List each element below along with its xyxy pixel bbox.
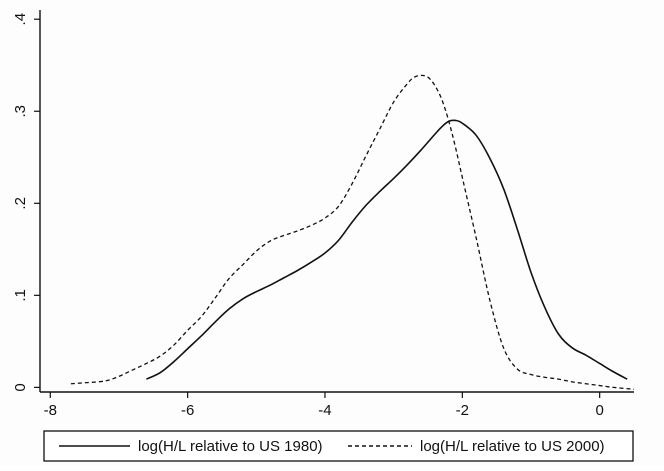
series-line-us-2000 <box>70 74 635 390</box>
legend-label-us-1980: log(H/L relative to US 1980) <box>138 438 323 455</box>
legend-label-us-2000: log(H/L relative to US 2000) <box>420 438 605 455</box>
y-axis-ticks: 0 .1 .2 .3 .4 <box>12 13 40 392</box>
series-line-us-1980 <box>146 119 628 380</box>
x-axis-ticks: -8 -6 -4 -2 0 <box>44 392 604 419</box>
legend: log(H/L relative to US 1980) log(H/L rel… <box>43 430 634 462</box>
series-lines <box>70 74 635 390</box>
x-tick-label: 0 <box>595 402 603 419</box>
x-tick-label: -8 <box>44 402 57 419</box>
y-tick-label: 0 <box>12 383 29 391</box>
y-tick-label: .1 <box>12 289 29 302</box>
legend-box <box>43 430 634 462</box>
y-tick-label: .2 <box>12 197 29 210</box>
x-tick-label: -6 <box>181 402 194 419</box>
x-tick-label: -2 <box>456 402 469 419</box>
y-tick-label: .4 <box>12 13 29 26</box>
plot-area: 0 .1 .2 .3 .4 -8 -6 -4 -2 0 <box>12 10 635 419</box>
x-tick-label: -4 <box>318 402 331 419</box>
y-tick-label: .3 <box>12 105 29 118</box>
